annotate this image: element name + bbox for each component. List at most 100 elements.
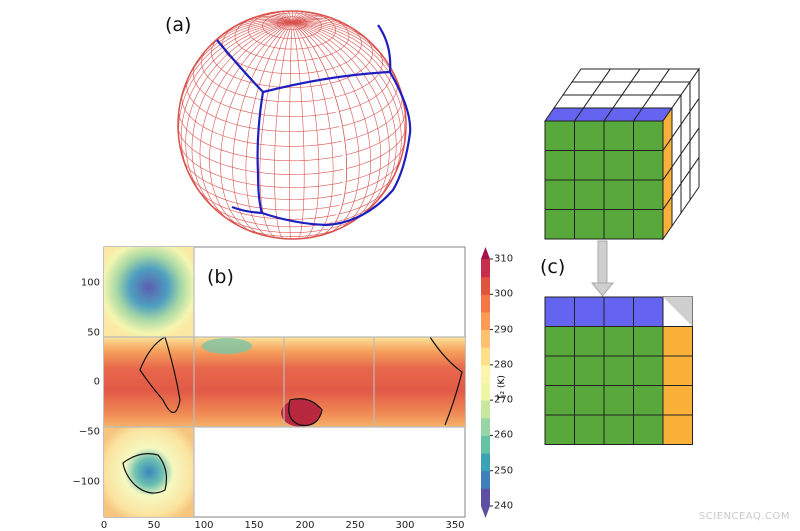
panel-label-b: (b) (207, 266, 234, 288)
sphere-grid-line (199, 21, 293, 225)
colorbar-segment (481, 382, 490, 401)
cube-3d (544, 67, 700, 241)
sphere-grid-line (220, 21, 293, 233)
unfolded-cell (544, 326, 575, 357)
edge-right (326, 71, 412, 227)
x-tick: 200 (295, 520, 315, 531)
colorbar-segment (481, 347, 490, 366)
edge-center-down (256, 91, 328, 227)
colorbar-segment (481, 470, 490, 489)
unfolded-cell (662, 355, 693, 386)
edge-upper-right (262, 70, 391, 94)
edge-lower-left (231, 205, 263, 215)
colorbar-tick: 260 (494, 429, 514, 441)
colorbar-extend-low (481, 506, 490, 518)
colorbar-tick: 290 (494, 324, 514, 336)
cube-face-unfolded (544, 296, 693, 445)
cube-front-cell (544, 209, 575, 240)
unfolded-cell (662, 414, 693, 445)
sphere-grid-line (291, 21, 402, 193)
colorbar-segment (481, 488, 490, 507)
x-tick: 300 (395, 520, 415, 531)
sphere-grid-line (291, 21, 382, 226)
australia-hot-region (281, 399, 321, 427)
sphere-grid-lines (177, 10, 407, 240)
cube-front-cell (603, 150, 634, 181)
unfolded-cell (662, 326, 693, 357)
australia-coastline (288, 398, 323, 427)
y-tick: 50 (87, 327, 100, 339)
x-tick: 0 (100, 520, 108, 531)
sphere-grid-line (291, 21, 347, 237)
unfolded-cell (633, 355, 664, 386)
cube-front-cell (603, 179, 634, 210)
unfolded-cell (544, 355, 575, 386)
sphere-grid-line (291, 21, 397, 209)
colorbar-segment (481, 294, 490, 313)
colorbar-segment (481, 435, 490, 454)
cube-front-cell (633, 209, 664, 240)
unfolded-cell (633, 414, 664, 445)
map-face-south (104, 427, 194, 517)
x-tick: 150 (244, 520, 264, 531)
panel-label-c: (c) (540, 256, 566, 278)
colorbar-segment (481, 311, 490, 331)
sphere-grid-line (291, 21, 371, 232)
y-tick: 0 (93, 376, 100, 388)
sphere-grid-line (291, 22, 405, 165)
antarctica-coastline (122, 453, 168, 494)
colorbar-tick: 240 (494, 500, 514, 512)
cube-front-cell (544, 150, 575, 181)
colorbar-segment (481, 417, 490, 436)
cube-face-edges (216, 24, 412, 227)
x-tick: 350 (445, 520, 465, 531)
unfolded-cell (633, 296, 664, 327)
cube-front-cell (574, 120, 605, 151)
sphere-grid-line (245, 21, 293, 238)
cube-front-cell (603, 120, 634, 151)
y-tick: 100 (80, 277, 100, 289)
sphere-grid-line (291, 21, 320, 239)
colorbar-segment (481, 259, 490, 278)
sphere-grid-line (181, 90, 403, 147)
cube-front-cell (574, 150, 605, 181)
sphere-grid-line (289, 21, 293, 240)
cube-front-cell (633, 179, 664, 210)
sphere-grid-line (291, 21, 390, 221)
sphere-grid-line (291, 21, 305, 240)
colorbar-tick: 310 (494, 253, 514, 265)
sphere-grid-line (232, 21, 293, 236)
cube-front-cell (544, 179, 575, 210)
colorbar-segment (481, 453, 490, 472)
unfolded-cell (603, 385, 634, 416)
x-tick: 100 (194, 520, 214, 531)
tibet-cold-region (202, 338, 252, 354)
unfolded-cell (544, 414, 575, 445)
cube-front-cell (574, 209, 605, 240)
watermark: SCIENCEAQ.COM (698, 511, 790, 522)
unfolded-cell (574, 414, 605, 445)
africa-coastline (139, 336, 181, 414)
sphere-grid-line (180, 22, 293, 183)
colorbar-segment (481, 400, 490, 419)
unfolded-cell (544, 385, 575, 416)
cube-front-cell (574, 179, 605, 210)
y-tick: −100 (72, 476, 100, 488)
sphere-grid-line (209, 21, 293, 230)
colorbar-segment (481, 329, 490, 348)
colorbar-tick: 250 (494, 465, 514, 477)
americas-coastline (429, 336, 463, 426)
colorbar (481, 247, 493, 518)
sphere-grid-line (182, 155, 401, 200)
sphere-grid-line (191, 21, 293, 217)
cube-front-cell (633, 120, 664, 151)
sphere-grid-line (290, 22, 407, 134)
colorbar-tick: 300 (494, 288, 514, 300)
cube-front-cell (603, 209, 634, 240)
sphere-grid-line (274, 21, 293, 239)
edge-top-right (377, 24, 392, 73)
unfolded-cell (603, 355, 634, 386)
corner-cell-fill (663, 297, 693, 327)
sphere-outline (177, 10, 407, 240)
unfolded-cell (574, 355, 605, 386)
